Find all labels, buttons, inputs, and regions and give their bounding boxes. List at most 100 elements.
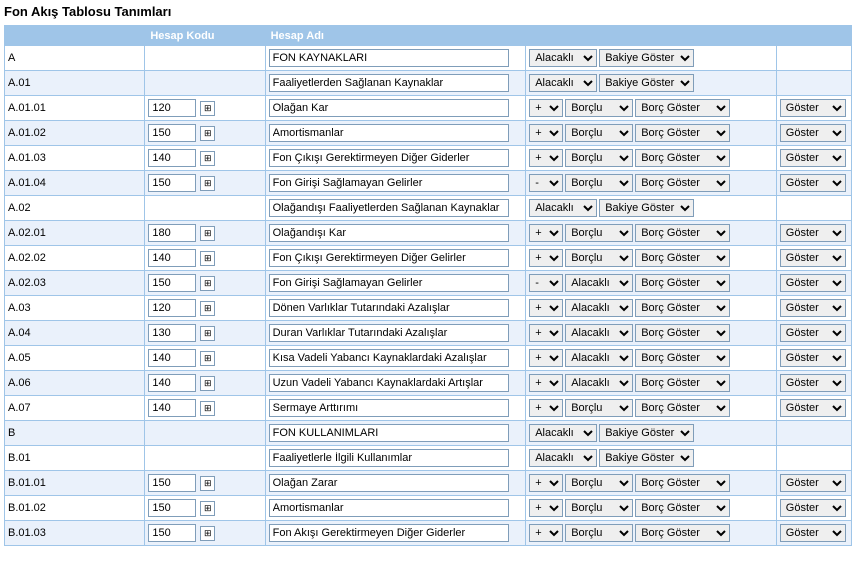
action-select[interactable]: Göster	[780, 99, 846, 117]
sign-select[interactable]: +-	[529, 224, 563, 242]
action-select[interactable]: Göster	[780, 499, 846, 517]
balance-select[interactable]: Bakiye GösterBorç Göster	[635, 474, 730, 492]
balance-select[interactable]: Bakiye GösterBorç Göster	[635, 99, 730, 117]
account-name-input[interactable]	[269, 74, 509, 92]
lookup-icon[interactable]: ⊞	[200, 526, 215, 541]
balance-select[interactable]: Bakiye GösterBorç Göster	[635, 399, 730, 417]
action-select[interactable]: Göster	[780, 374, 846, 392]
account-name-input[interactable]	[269, 324, 509, 342]
account-code-input[interactable]	[148, 149, 196, 167]
balance-select[interactable]: Bakiye GösterBorç Göster	[599, 74, 694, 92]
lookup-icon[interactable]: ⊞	[200, 376, 215, 391]
lookup-icon[interactable]: ⊞	[200, 476, 215, 491]
balance-select[interactable]: Bakiye GösterBorç Göster	[635, 299, 730, 317]
sign-select[interactable]: +-	[529, 474, 563, 492]
account-code-input[interactable]	[148, 324, 196, 342]
balance-select[interactable]: Bakiye GösterBorç Göster	[635, 174, 730, 192]
side-select[interactable]: AlacaklıBorçlu	[565, 474, 633, 492]
sign-select[interactable]: +-	[529, 324, 563, 342]
account-name-input[interactable]	[269, 399, 509, 417]
side-select[interactable]: AlacaklıBorçlu	[565, 399, 633, 417]
lookup-icon[interactable]: ⊞	[200, 126, 215, 141]
action-select[interactable]: Göster	[780, 474, 846, 492]
side-select[interactable]: AlacaklıBorçlu	[565, 149, 633, 167]
account-name-input[interactable]	[269, 449, 509, 467]
action-select[interactable]: Göster	[780, 299, 846, 317]
action-select[interactable]: Göster	[780, 224, 846, 242]
action-select[interactable]: Göster	[780, 399, 846, 417]
side-select[interactable]: AlacaklıBorçlu	[565, 124, 633, 142]
lookup-icon[interactable]: ⊞	[200, 301, 215, 316]
sign-select[interactable]: +-	[529, 349, 563, 367]
balance-select[interactable]: Bakiye GösterBorç Göster	[635, 124, 730, 142]
side-select[interactable]: AlacaklıBorçlu	[565, 99, 633, 117]
account-code-input[interactable]	[148, 499, 196, 517]
account-name-input[interactable]	[269, 99, 509, 117]
account-name-input[interactable]	[269, 474, 509, 492]
account-name-input[interactable]	[269, 49, 509, 67]
account-name-input[interactable]	[269, 349, 509, 367]
lookup-icon[interactable]: ⊞	[200, 351, 215, 366]
account-name-input[interactable]	[269, 374, 509, 392]
lookup-icon[interactable]: ⊞	[200, 276, 215, 291]
side-select[interactable]: AlacaklıBorçlu	[565, 499, 633, 517]
account-code-input[interactable]	[148, 474, 196, 492]
account-name-input[interactable]	[269, 224, 509, 242]
balance-select[interactable]: Bakiye GösterBorç Göster	[635, 524, 730, 542]
lookup-icon[interactable]: ⊞	[200, 251, 215, 266]
account-code-input[interactable]	[148, 349, 196, 367]
account-code-input[interactable]	[148, 524, 196, 542]
account-name-input[interactable]	[269, 499, 509, 517]
side-select[interactable]: AlacaklıBorçlu	[565, 299, 633, 317]
balance-select[interactable]: Bakiye GösterBorç Göster	[599, 424, 694, 442]
sign-select[interactable]: +-	[529, 399, 563, 417]
balance-select[interactable]: Bakiye GösterBorç Göster	[635, 499, 730, 517]
side-select[interactable]: AlacaklıBorçlu	[565, 324, 633, 342]
action-select[interactable]: Göster	[780, 174, 846, 192]
sign-select[interactable]: +-	[529, 374, 563, 392]
sign-select[interactable]: +-	[529, 174, 563, 192]
sign-select[interactable]: +-	[529, 274, 563, 292]
sign-select[interactable]: +-	[529, 249, 563, 267]
lookup-icon[interactable]: ⊞	[200, 501, 215, 516]
account-name-input[interactable]	[269, 249, 509, 267]
account-name-input[interactable]	[269, 524, 509, 542]
lookup-icon[interactable]: ⊞	[200, 401, 215, 416]
account-code-input[interactable]	[148, 274, 196, 292]
account-name-input[interactable]	[269, 299, 509, 317]
side-select[interactable]: AlacaklıBorçlu	[565, 174, 633, 192]
account-name-input[interactable]	[269, 149, 509, 167]
balance-select[interactable]: Bakiye GösterBorç Göster	[635, 224, 730, 242]
lookup-icon[interactable]: ⊞	[200, 326, 215, 341]
action-select[interactable]: Göster	[780, 124, 846, 142]
action-select[interactable]: Göster	[780, 524, 846, 542]
balance-select[interactable]: Bakiye GösterBorç Göster	[599, 199, 694, 217]
sign-select[interactable]: +-	[529, 299, 563, 317]
side-select[interactable]: AlacaklıBorçlu	[565, 374, 633, 392]
action-select[interactable]: Göster	[780, 274, 846, 292]
balance-select[interactable]: Bakiye GösterBorç Göster	[599, 449, 694, 467]
side-select[interactable]: AlacaklıBorçlu	[565, 249, 633, 267]
action-select[interactable]: Göster	[780, 249, 846, 267]
account-code-input[interactable]	[148, 124, 196, 142]
action-select[interactable]: Göster	[780, 149, 846, 167]
sign-select[interactable]: +-	[529, 124, 563, 142]
side-select[interactable]: AlacaklıBorçlu	[529, 449, 597, 467]
side-select[interactable]: AlacaklıBorçlu	[529, 74, 597, 92]
side-select[interactable]: AlacaklıBorçlu	[529, 424, 597, 442]
balance-select[interactable]: Bakiye GösterBorç Göster	[635, 374, 730, 392]
sign-select[interactable]: +-	[529, 499, 563, 517]
balance-select[interactable]: Bakiye GösterBorç Göster	[635, 349, 730, 367]
lookup-icon[interactable]: ⊞	[200, 151, 215, 166]
account-code-input[interactable]	[148, 299, 196, 317]
side-select[interactable]: AlacaklıBorçlu	[565, 524, 633, 542]
side-select[interactable]: AlacaklıBorçlu	[529, 49, 597, 67]
sign-select[interactable]: +-	[529, 524, 563, 542]
account-name-input[interactable]	[269, 199, 509, 217]
lookup-icon[interactable]: ⊞	[200, 226, 215, 241]
balance-select[interactable]: Bakiye GösterBorç Göster	[635, 324, 730, 342]
balance-select[interactable]: Bakiye GösterBorç Göster	[599, 49, 694, 67]
account-name-input[interactable]	[269, 424, 509, 442]
lookup-icon[interactable]: ⊞	[200, 176, 215, 191]
side-select[interactable]: AlacaklıBorçlu	[565, 274, 633, 292]
